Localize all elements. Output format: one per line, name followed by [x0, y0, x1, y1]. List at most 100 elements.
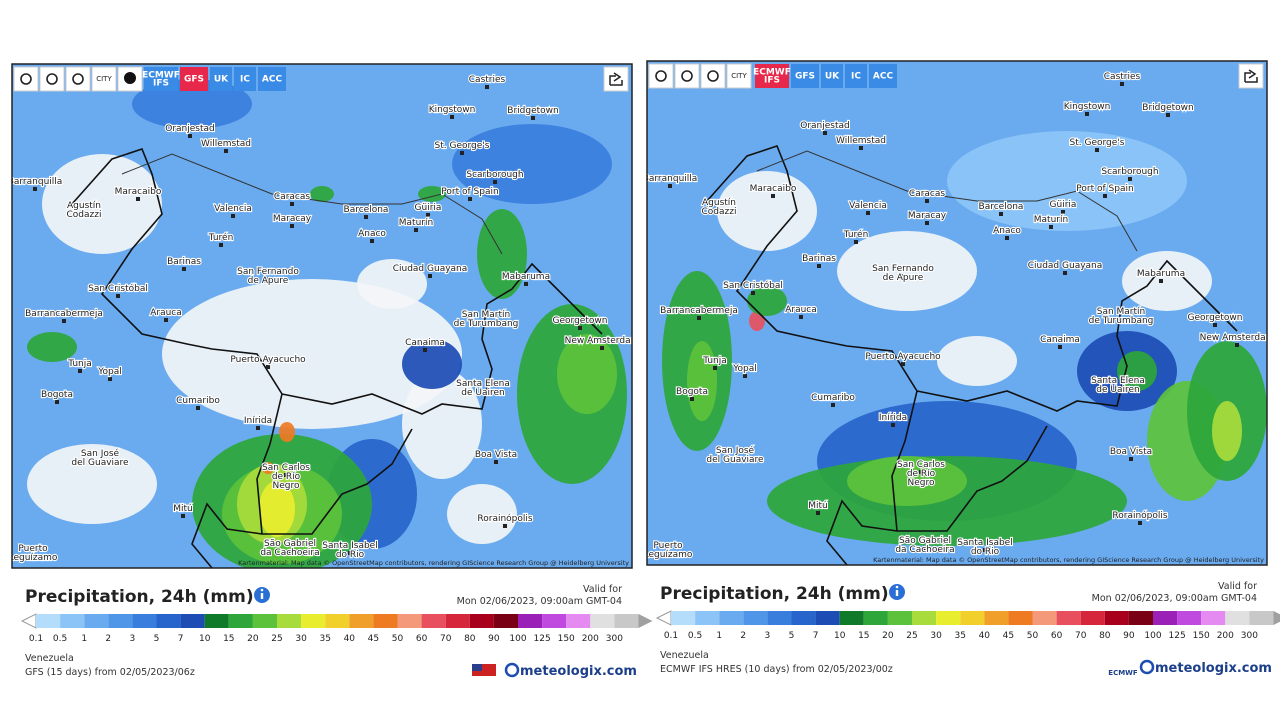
city-marker — [450, 115, 454, 119]
zoom-button[interactable] — [65, 66, 91, 92]
city-label: Mitú — [808, 501, 828, 511]
city-marker — [256, 426, 260, 430]
model-button[interactable] — [869, 64, 897, 88]
legend-arrow-left — [20, 613, 37, 629]
model-button[interactable] — [821, 64, 843, 88]
city-marker — [531, 116, 535, 120]
city-marker — [690, 397, 694, 401]
precip-area — [279, 422, 295, 442]
precip-area — [259, 481, 295, 537]
model-button-label: ECMWF — [142, 71, 180, 81]
coastline — [121, 153, 503, 255]
legend-label: 80 — [464, 634, 476, 644]
model-button[interactable] — [180, 67, 208, 91]
legend-label: 3 — [765, 631, 771, 641]
city-label: Bridgetown — [507, 106, 558, 116]
legend-label: 3 — [130, 634, 136, 644]
model-button[interactable] — [258, 67, 286, 91]
city-label: de Uairen — [1096, 385, 1139, 395]
city-marker — [925, 199, 929, 203]
city-marker — [923, 546, 927, 550]
legend-label: 0.5 — [688, 631, 702, 641]
reload-icon — [20, 73, 32, 85]
country-border — [706, 145, 1238, 565]
legend-swatch — [743, 611, 768, 625]
city-label: Port of Spain — [1076, 184, 1133, 194]
city-marker — [224, 149, 228, 153]
model-button[interactable] — [144, 67, 178, 91]
city-marker — [1119, 317, 1123, 321]
city-button-label: CITY — [731, 72, 747, 80]
city-label: Santa Elena — [456, 379, 510, 389]
legend-label: 7 — [178, 634, 184, 644]
location-button[interactable] — [674, 63, 700, 89]
precip-area — [402, 369, 482, 479]
region: Venezuela — [660, 650, 709, 661]
city-label: St. George's — [435, 141, 490, 151]
city-marker — [1058, 345, 1062, 349]
city-button[interactable] — [91, 66, 117, 92]
city-label: Castries — [469, 75, 506, 85]
city-label: Yopal — [97, 367, 122, 377]
city-marker — [484, 320, 488, 324]
city-marker — [485, 85, 489, 89]
city-label: São Gabriel — [264, 539, 316, 549]
city-label: Maracaibo — [115, 187, 162, 197]
precip-area — [847, 456, 967, 506]
legend-label: 45 — [368, 634, 379, 644]
model-button[interactable] — [845, 64, 867, 88]
location-icon — [46, 73, 58, 85]
city-marker — [919, 470, 923, 474]
legend-title: Precipitation, 24h (mm) — [25, 587, 254, 607]
city-marker — [1005, 236, 1009, 240]
legend-swatch — [84, 614, 109, 628]
location-button[interactable] — [39, 66, 65, 92]
city-marker — [31, 554, 35, 558]
share-icon — [609, 72, 623, 86]
reload-button[interactable] — [13, 66, 39, 92]
precip-area — [1117, 351, 1157, 391]
city-label: Ciudad Guayana — [393, 264, 468, 274]
city-label: Maturín — [1034, 215, 1068, 225]
legend-label: 25 — [271, 634, 282, 644]
city-label: Mitú — [173, 504, 193, 514]
legend-swatch — [984, 611, 1009, 625]
legend-swatch — [60, 614, 85, 628]
reload-button[interactable] — [648, 63, 674, 89]
legend-label: 1 — [81, 634, 87, 644]
info-glyph — [895, 585, 899, 589]
city-marker — [108, 377, 112, 381]
city-marker — [891, 423, 895, 427]
model-button[interactable] — [755, 64, 789, 88]
city-label: de Río — [907, 469, 936, 479]
legend-label: 30 — [295, 634, 307, 644]
zoom-button[interactable] — [700, 63, 726, 89]
model-button[interactable] — [210, 67, 232, 91]
legend-swatch — [839, 611, 864, 625]
city-marker — [98, 459, 102, 463]
valid-label: Valid for — [1218, 581, 1257, 592]
city-button[interactable] — [726, 63, 752, 89]
legend-label: 125 — [534, 634, 551, 644]
city-marker — [423, 348, 427, 352]
legend-label: 200 — [1217, 631, 1234, 641]
precip-area — [747, 286, 787, 316]
city-label: São Gabriel — [899, 536, 951, 546]
city-marker — [460, 151, 464, 155]
map-attribution: Kartenmaterial: Map data © OpenStreetMap… — [873, 556, 1264, 564]
city-marker — [188, 134, 192, 138]
city-label: Mabaruma — [502, 272, 550, 282]
model-button[interactable] — [791, 64, 819, 88]
legend-swatch — [671, 611, 696, 625]
city-label: de Turumbang — [454, 319, 519, 329]
info-glyph — [260, 593, 264, 599]
city-label: de Apure — [248, 276, 289, 286]
model-button[interactable] — [234, 67, 256, 91]
city-marker — [1166, 113, 1170, 117]
share-button[interactable] — [603, 66, 629, 92]
city-label: Turén — [843, 229, 869, 240]
city-marker — [743, 374, 747, 378]
legend-label: 45 — [1003, 631, 1014, 641]
